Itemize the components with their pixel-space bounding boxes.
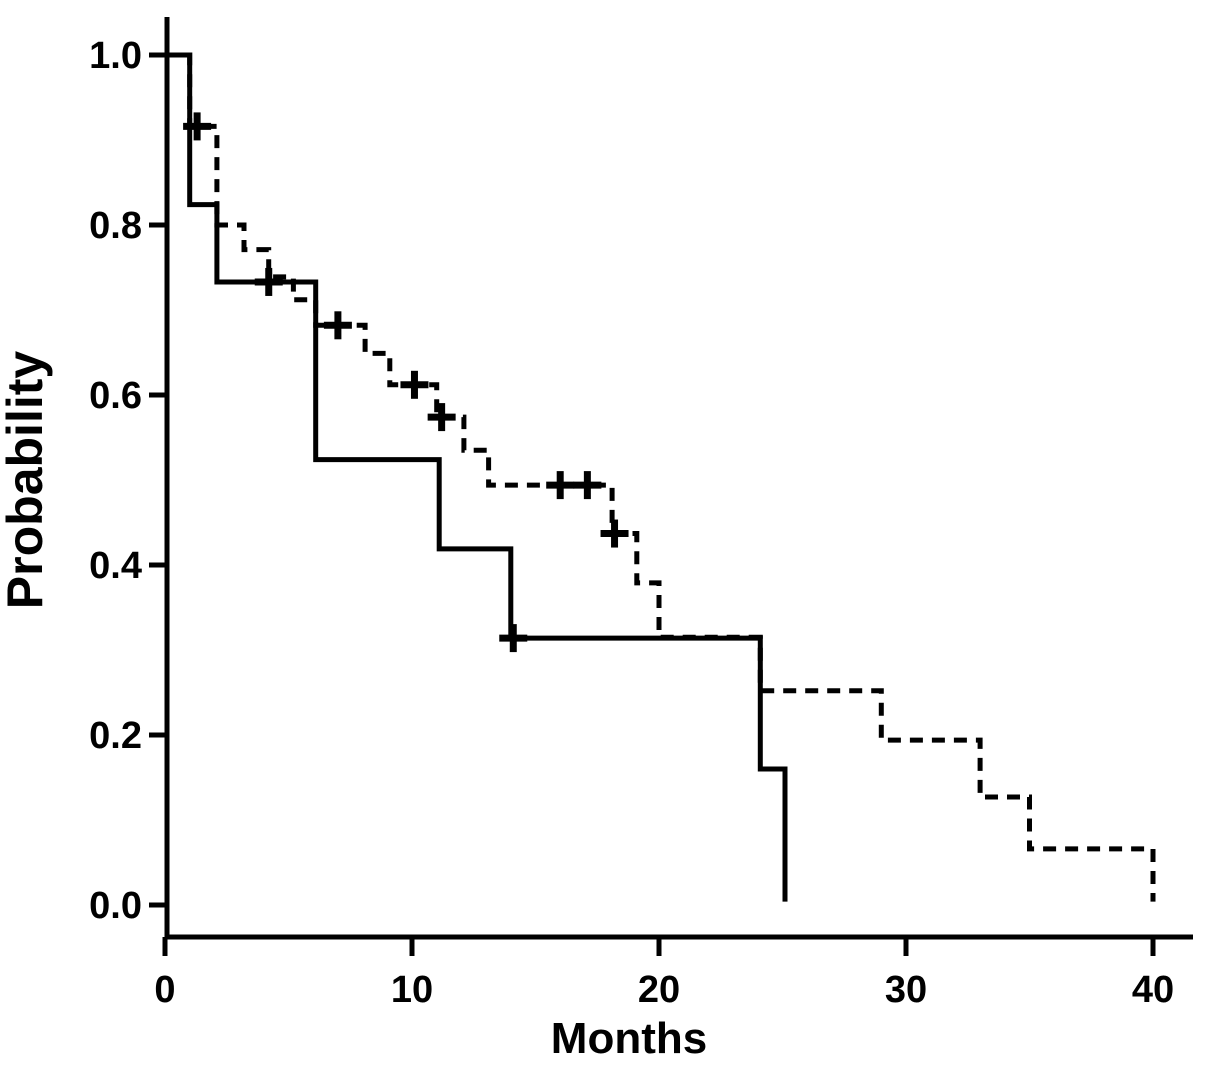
censor-plus-icon: [400, 370, 429, 399]
censor-plus-icon: [546, 471, 575, 500]
axes: [164, 17, 1193, 940]
censor-plus-icon: [573, 471, 602, 500]
censor-plus-icon: [499, 624, 528, 653]
x-tick-label: 10: [391, 969, 433, 1011]
x-tick-label: 0: [154, 969, 175, 1011]
y-tick-label: 0.8: [89, 205, 142, 247]
y-axis-ticks: 1.0 0.8 0.6 0.4 0.2 0.0: [89, 35, 167, 927]
x-axis-title: Months: [551, 1014, 707, 1063]
x-tick-label: 20: [638, 969, 680, 1011]
x-tick-label: 30: [885, 969, 927, 1011]
y-tick-label: 0.6: [89, 375, 142, 417]
y-tick-label: 1.0: [89, 35, 142, 77]
censor-marks: [183, 112, 629, 653]
censor-plus-icon: [254, 267, 283, 296]
y-tick-label: 0.0: [89, 885, 142, 927]
survival-curve-dashed: [165, 52, 1156, 902]
x-tick-label: 40: [1132, 969, 1174, 1011]
censor-plus-icon: [600, 519, 629, 548]
y-tick-label: 0.4: [89, 545, 142, 587]
censor-plus-icon: [323, 311, 352, 340]
survival-curves: [165, 52, 1156, 902]
censor-plus-icon: [183, 112, 212, 141]
y-tick-label: 0.2: [89, 715, 142, 757]
x-axis-ticks: 0 10 20 30 40: [154, 937, 1174, 1011]
survival-curve-solid: [165, 52, 788, 902]
censor-plus-icon: [427, 403, 456, 432]
y-axis-title: Probability: [0, 351, 53, 610]
